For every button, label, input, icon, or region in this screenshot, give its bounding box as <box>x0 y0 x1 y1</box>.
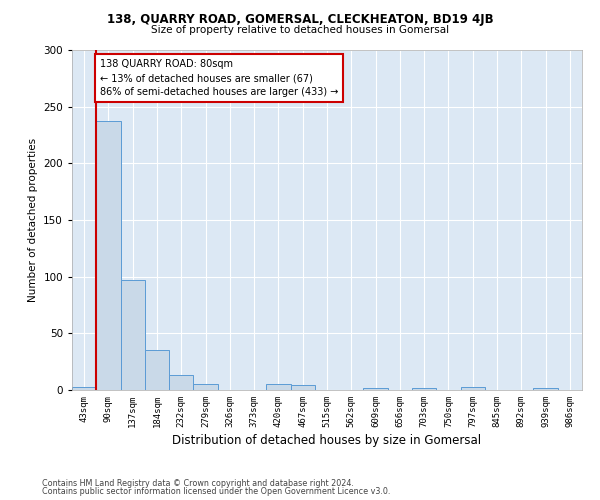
Bar <box>121 280 145 390</box>
Y-axis label: Number of detached properties: Number of detached properties <box>28 138 38 302</box>
Bar <box>290 386 315 390</box>
Bar <box>266 384 290 390</box>
Text: Contains public sector information licensed under the Open Government Licence v3: Contains public sector information licen… <box>42 487 391 496</box>
Bar <box>364 388 388 390</box>
Text: 138 QUARRY ROAD: 80sqm
← 13% of detached houses are smaller (67)
86% of semi-det: 138 QUARRY ROAD: 80sqm ← 13% of detached… <box>100 59 338 97</box>
Bar <box>169 376 193 390</box>
Bar <box>193 384 218 390</box>
X-axis label: Distribution of detached houses by size in Gomersal: Distribution of detached houses by size … <box>172 434 482 447</box>
Bar <box>461 386 485 390</box>
Text: Contains HM Land Registry data © Crown copyright and database right 2024.: Contains HM Land Registry data © Crown c… <box>42 478 354 488</box>
Text: 138, QUARRY ROAD, GOMERSAL, CLECKHEATON, BD19 4JB: 138, QUARRY ROAD, GOMERSAL, CLECKHEATON,… <box>107 12 493 26</box>
Bar <box>533 388 558 390</box>
Bar <box>72 386 96 390</box>
Text: Size of property relative to detached houses in Gomersal: Size of property relative to detached ho… <box>151 25 449 35</box>
Bar <box>96 122 121 390</box>
Bar <box>145 350 169 390</box>
Bar <box>412 388 436 390</box>
